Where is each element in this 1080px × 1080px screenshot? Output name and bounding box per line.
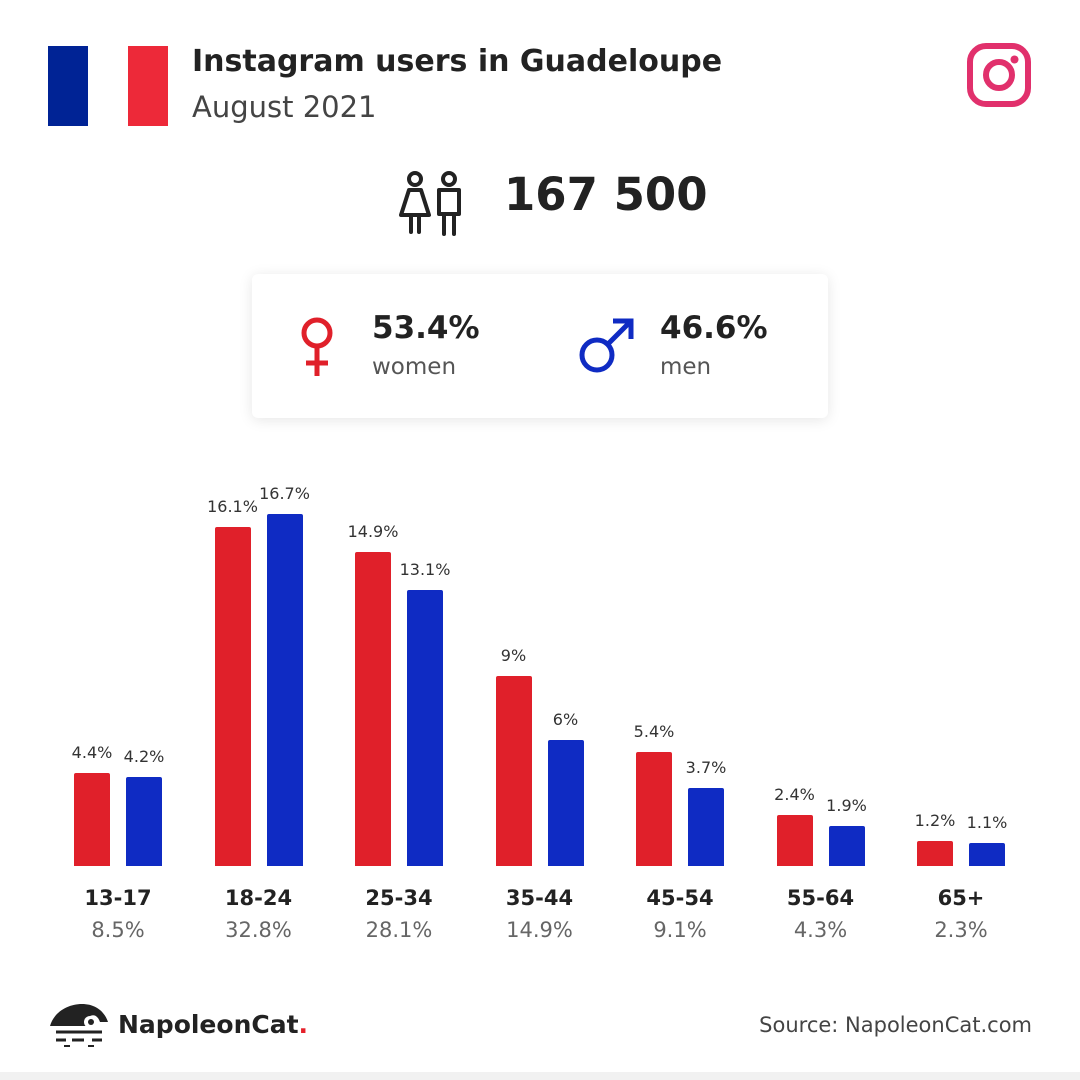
category-total-65+: 2.3%: [934, 918, 988, 942]
bar-35-44-series-0: [495, 676, 532, 866]
value-label-13-17-series-0: 4.4%: [71, 743, 113, 762]
value-label-55-64-series-1: 1.9%: [826, 796, 867, 815]
female-icon: [301, 317, 333, 376]
category-total-25-34: 28.1%: [365, 918, 433, 942]
value-label-13-17-series-1: 4.2%: [123, 747, 165, 766]
napoleoncat-logo-icon: [50, 1004, 108, 1047]
flag-stripe-blue: [48, 46, 88, 126]
bar-25-34-series-0: [355, 552, 391, 866]
category-label-35-44: 35-44: [505, 886, 574, 910]
value-label-18-24-series-1: 16.7%: [259, 484, 310, 503]
total-users: 167 500: [504, 168, 708, 221]
category-total-55-64: 4.3%: [793, 918, 848, 942]
value-label-25-34-series-0: 14.9%: [347, 522, 399, 541]
category-total-35-44: 14.9%: [506, 918, 573, 942]
category-label-13-17: 13-17: [84, 886, 152, 910]
value-label-18-24-series-0: 16.1%: [207, 497, 258, 516]
bar-65+-series-0: [917, 841, 953, 866]
flag-stripe-red: [128, 46, 168, 126]
value-label-45-54-series-0: 5.4%: [633, 722, 675, 741]
category-label-18-24: 18-24: [224, 886, 293, 910]
value-label-55-64-series-0: 2.4%: [774, 785, 815, 804]
bottom-strip: [0, 1072, 1080, 1080]
value-label-65+-series-1: 1.1%: [966, 813, 1008, 832]
country-flag: [48, 46, 168, 126]
gender-card: 53.4% women 46.6% men: [252, 274, 828, 418]
bar-13-17-series-1: [126, 777, 162, 866]
male-icon: [579, 318, 634, 373]
value-label-65+-series-0: 1.2%: [914, 811, 956, 830]
bar-25-34-series-1: [407, 590, 443, 866]
bar-45-54-series-1: [688, 788, 724, 866]
chart-subtitle: August 2021: [192, 90, 377, 124]
age-gender-bar-chart: 4.4% 4.2% 13-17 8.5% 16.1% 16.7% 18-24 32.8% 14.…: [0, 460, 1080, 960]
category-label-65+: 65+: [937, 886, 985, 910]
bar-65+-series-1: [969, 843, 1005, 866]
bar-55-64-series-1: [828, 826, 865, 866]
chart-title: Instagram users in Guadeloupe: [192, 44, 723, 79]
category-total-13-17: 8.5%: [91, 918, 145, 942]
category-total-18-24: 32.8%: [225, 918, 292, 942]
bar-18-24-series-1: [266, 514, 303, 866]
brand-name: NapoleonCat.: [118, 1010, 308, 1039]
value-label-45-54-series-1: 3.7%: [685, 758, 727, 777]
brand-text: NapoleonCat: [118, 1010, 299, 1039]
value-label-25-34-series-1: 13.1%: [399, 560, 451, 579]
men-label: men: [660, 354, 712, 380]
instagram-icon: [967, 43, 1031, 107]
value-label-35-44-series-0: 9%: [500, 646, 527, 665]
brand-dot: .: [298, 1010, 309, 1039]
bar-55-64-series-0: [776, 815, 813, 866]
category-label-45-54: 45-54: [646, 886, 714, 910]
category-total-45-54: 9.1%: [653, 918, 707, 942]
bar-45-54-series-0: [636, 752, 672, 866]
bar-35-44-series-1: [547, 740, 584, 866]
women-label: women: [372, 354, 457, 380]
people-icon: [399, 171, 461, 236]
women-percentage: 53.4%: [372, 310, 480, 346]
category-label-25-34: 25-34: [365, 886, 433, 910]
bar-18-24-series-0: [214, 527, 251, 866]
bar-13-17-series-0: [74, 773, 110, 866]
source-text: Source: NapoleonCat.com: [759, 1013, 1032, 1037]
value-label-35-44-series-1: 6%: [552, 710, 579, 729]
category-label-55-64: 55-64: [786, 886, 855, 910]
men-percentage: 46.6%: [660, 310, 768, 346]
